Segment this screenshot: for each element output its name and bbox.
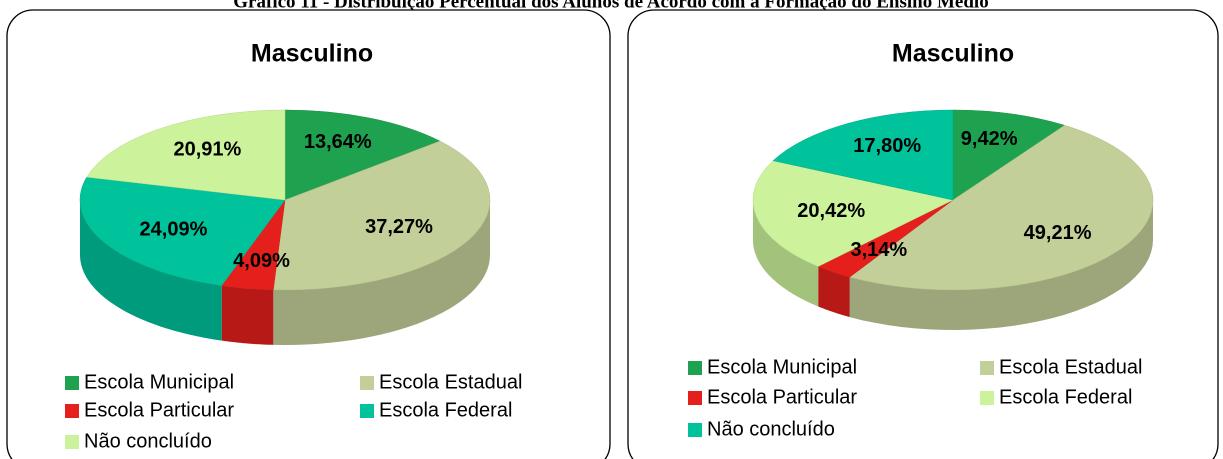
legend-swatch xyxy=(688,423,702,437)
legend-swatch xyxy=(688,361,702,375)
data-label: 20,91% xyxy=(173,138,241,160)
chart-title: Masculino xyxy=(892,40,1014,68)
legend-swatch xyxy=(65,404,79,418)
slice-side xyxy=(753,200,819,307)
slice-side xyxy=(818,266,850,318)
legend-swatch xyxy=(360,376,374,390)
slice xyxy=(79,176,286,286)
data-label: 4,09% xyxy=(233,250,290,272)
chart-title: Masculino xyxy=(251,40,373,68)
legend-label: Escola Estadual xyxy=(379,371,522,393)
legend-label: Escola Municipal xyxy=(84,371,234,393)
slice-side xyxy=(273,200,490,345)
slice xyxy=(849,125,1154,291)
legend-label: Escola Estadual xyxy=(999,356,1142,378)
legend-label: Escola Federal xyxy=(999,386,1132,408)
slice-side xyxy=(221,285,274,345)
data-label: 3,14% xyxy=(850,239,907,261)
slice xyxy=(284,109,441,201)
legend-swatch xyxy=(65,435,79,449)
data-label: 20,42% xyxy=(797,200,865,222)
legend-swatch xyxy=(65,376,79,390)
slice xyxy=(772,109,954,201)
data-label: 13,64% xyxy=(304,131,372,153)
caption: Gráfico 11 - Distribuição Percentual dos… xyxy=(233,0,988,12)
slice xyxy=(752,160,954,267)
legend-swatch xyxy=(360,404,374,418)
legend-label: Escola Particular xyxy=(84,399,234,421)
data-label: 9,42% xyxy=(961,128,1018,150)
legend-label: Escola Particular xyxy=(707,386,857,408)
slice-side xyxy=(849,200,1153,330)
slice xyxy=(86,109,286,201)
data-label: 17,80% xyxy=(853,135,921,157)
legend-label: Não concluído xyxy=(707,418,835,440)
data-label: 49,21% xyxy=(1024,222,1092,244)
slice-side xyxy=(80,200,222,341)
legend-label: Escola Federal xyxy=(379,399,512,421)
legend-swatch xyxy=(980,391,994,405)
slice xyxy=(952,109,1066,201)
legend-label: Escola Municipal xyxy=(707,356,857,378)
legend-label: Não concluído xyxy=(84,430,212,452)
slice xyxy=(273,140,491,291)
legend-swatch xyxy=(688,391,702,405)
data-label: 24,09% xyxy=(140,218,208,240)
legend-swatch xyxy=(980,361,994,375)
data-label: 37,27% xyxy=(365,216,433,238)
